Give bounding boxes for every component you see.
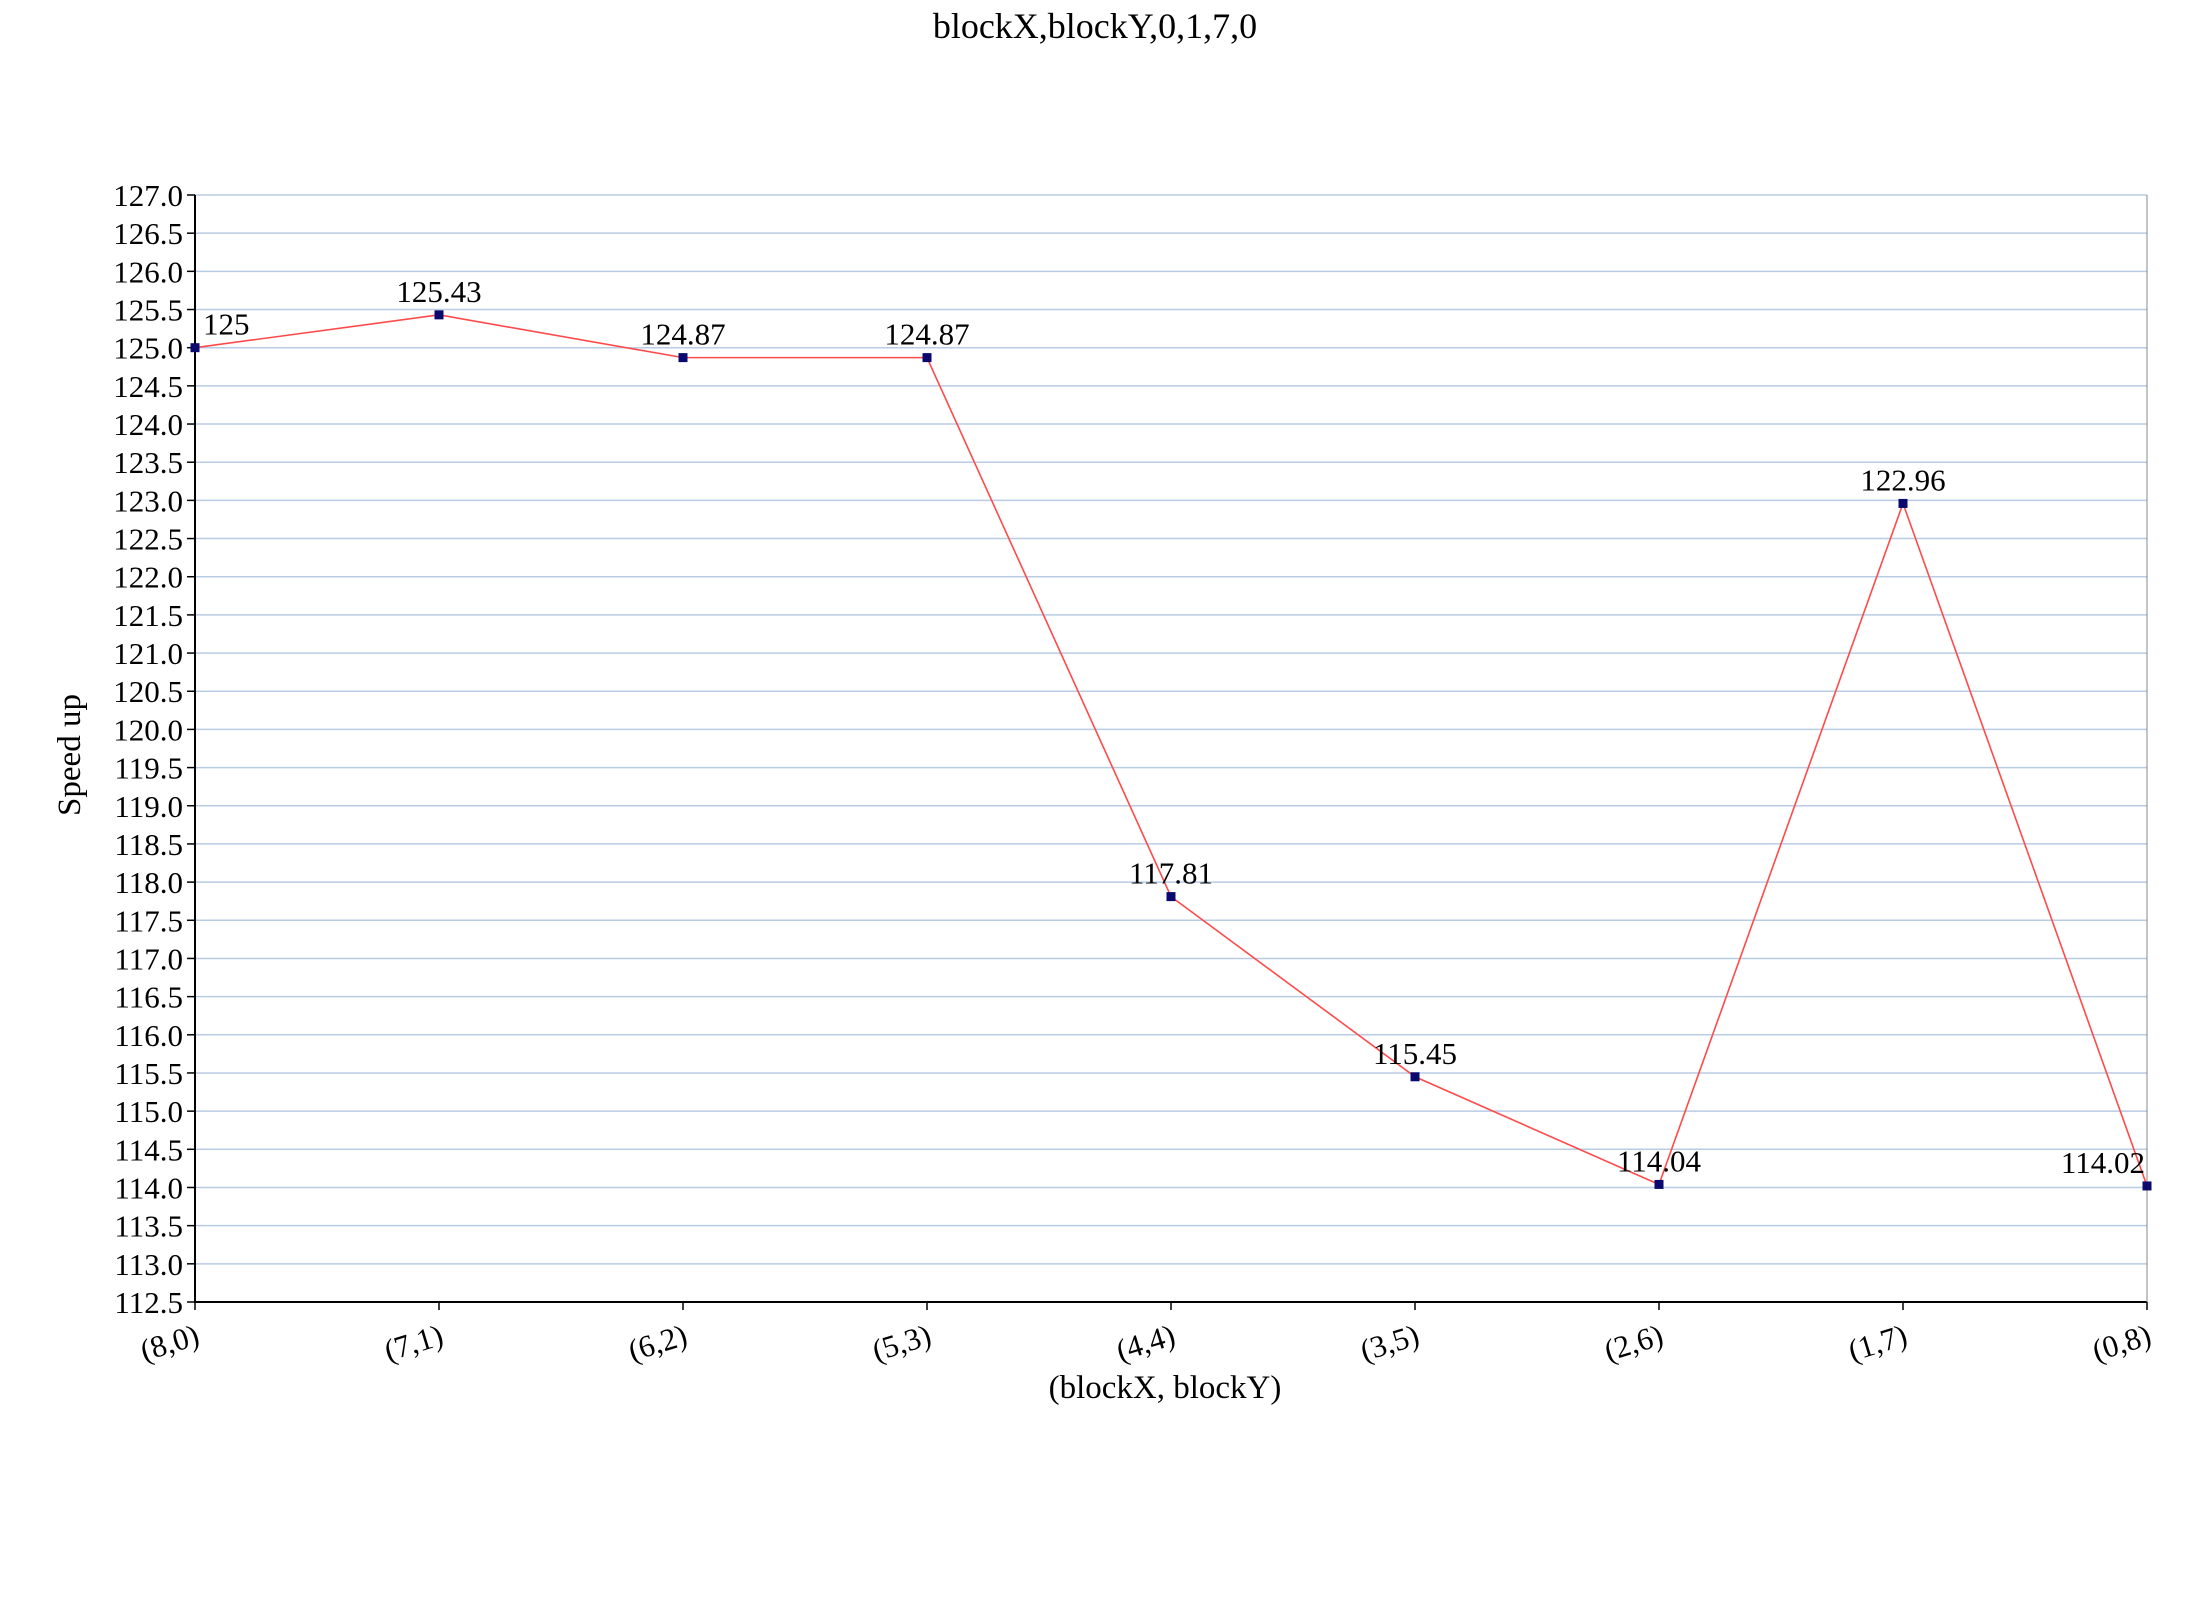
x-tick-label: (3,5) [1356,1317,1423,1368]
y-axis-title: Speed up [52,694,88,816]
y-tick-label: 113.5 [114,1209,183,1244]
y-tick-label: 123.0 [113,483,183,518]
y-tick-label: 117.5 [114,903,183,938]
y-tick-label: 112.5 [114,1285,183,1320]
y-tick-label: 124.5 [113,369,183,404]
x-tick-label: (8,0) [136,1317,203,1368]
data-label: 124.87 [884,317,969,352]
y-tick-label: 122.5 [113,522,183,557]
y-tick-label: 115.0 [114,1094,183,1129]
y-tick-label: 121.5 [113,598,183,633]
data-label: 125 [203,307,250,342]
data-point [1898,498,1908,508]
y-tick-label: 119.0 [114,789,183,824]
y-tick-label: 114.0 [114,1170,183,1205]
data-point [434,310,444,320]
data-label: 115.45 [1373,1036,1457,1071]
y-tick-label: 119.5 [114,751,183,786]
y-tick-label: 117.0 [114,941,183,976]
x-tick-label: (1,7) [1844,1317,1911,1368]
y-tick-label: 114.5 [114,1132,183,1167]
data-label: 117.81 [1129,856,1213,891]
data-point [1654,1179,1664,1189]
data-label: 114.02 [2061,1145,2145,1180]
x-tick-label: (0,8) [2088,1317,2155,1368]
y-tick-label: 120.5 [113,674,183,709]
y-tick-label: 125.5 [113,293,183,328]
data-point [1410,1072,1420,1082]
data-labels: 125 125.43 124.87 124.87 117.81 115.45 114.04 1… [203,274,2145,1180]
data-point [190,343,200,353]
x-tick-label: (4,4) [1112,1317,1179,1368]
y-tick-label: 126.5 [113,216,183,251]
series-line [194,314,2148,1187]
y-tick-label: 123.5 [113,445,183,480]
y-tick-label: 120.0 [113,712,183,747]
y-tick-label: 122.0 [113,560,183,595]
data-label: 124.87 [640,317,725,352]
y-tick-label: 127.0 [113,178,183,213]
x-tick-label: (7,1) [380,1317,447,1368]
data-point [1166,892,1176,902]
data-point [2142,1181,2152,1191]
x-tick-label: (2,6) [1600,1317,1667,1368]
y-tick-label: 126.0 [113,254,183,289]
x-tick-label: (5,3) [868,1317,935,1368]
data-label: 122.96 [1860,462,1945,497]
data-point [922,353,932,363]
y-tick-label: 118.5 [114,827,183,862]
y-tick-label: 115.5 [114,1056,183,1091]
y-tick-label: 113.0 [114,1247,183,1282]
y-tick-label: 124.0 [113,407,183,442]
data-point [678,353,688,363]
x-axis-title: (blockX, blockY) [1049,1370,1282,1406]
y-tick-label: 116.5 [114,980,183,1015]
y-tick-label: 118.0 [114,865,183,900]
series [190,310,2152,1191]
chart-title: blockX,blockY,0,1,7,0 [933,6,1257,46]
y-tick-label: 121.0 [113,636,183,671]
axes [194,195,2148,1303]
gridlines [195,194,2147,1265]
x-axis-ticks: (8,0) (7,1) (6,2) (5,3) (4,4) (3,5) (2,6) (1,7)… [136,1302,2155,1368]
data-label: 125.43 [396,274,481,309]
data-label: 114.04 [1617,1143,1702,1178]
y-tick-label: 116.0 [114,1018,183,1053]
x-tick-label: (6,2) [624,1317,691,1368]
y-tick-label: 125.0 [113,331,183,366]
